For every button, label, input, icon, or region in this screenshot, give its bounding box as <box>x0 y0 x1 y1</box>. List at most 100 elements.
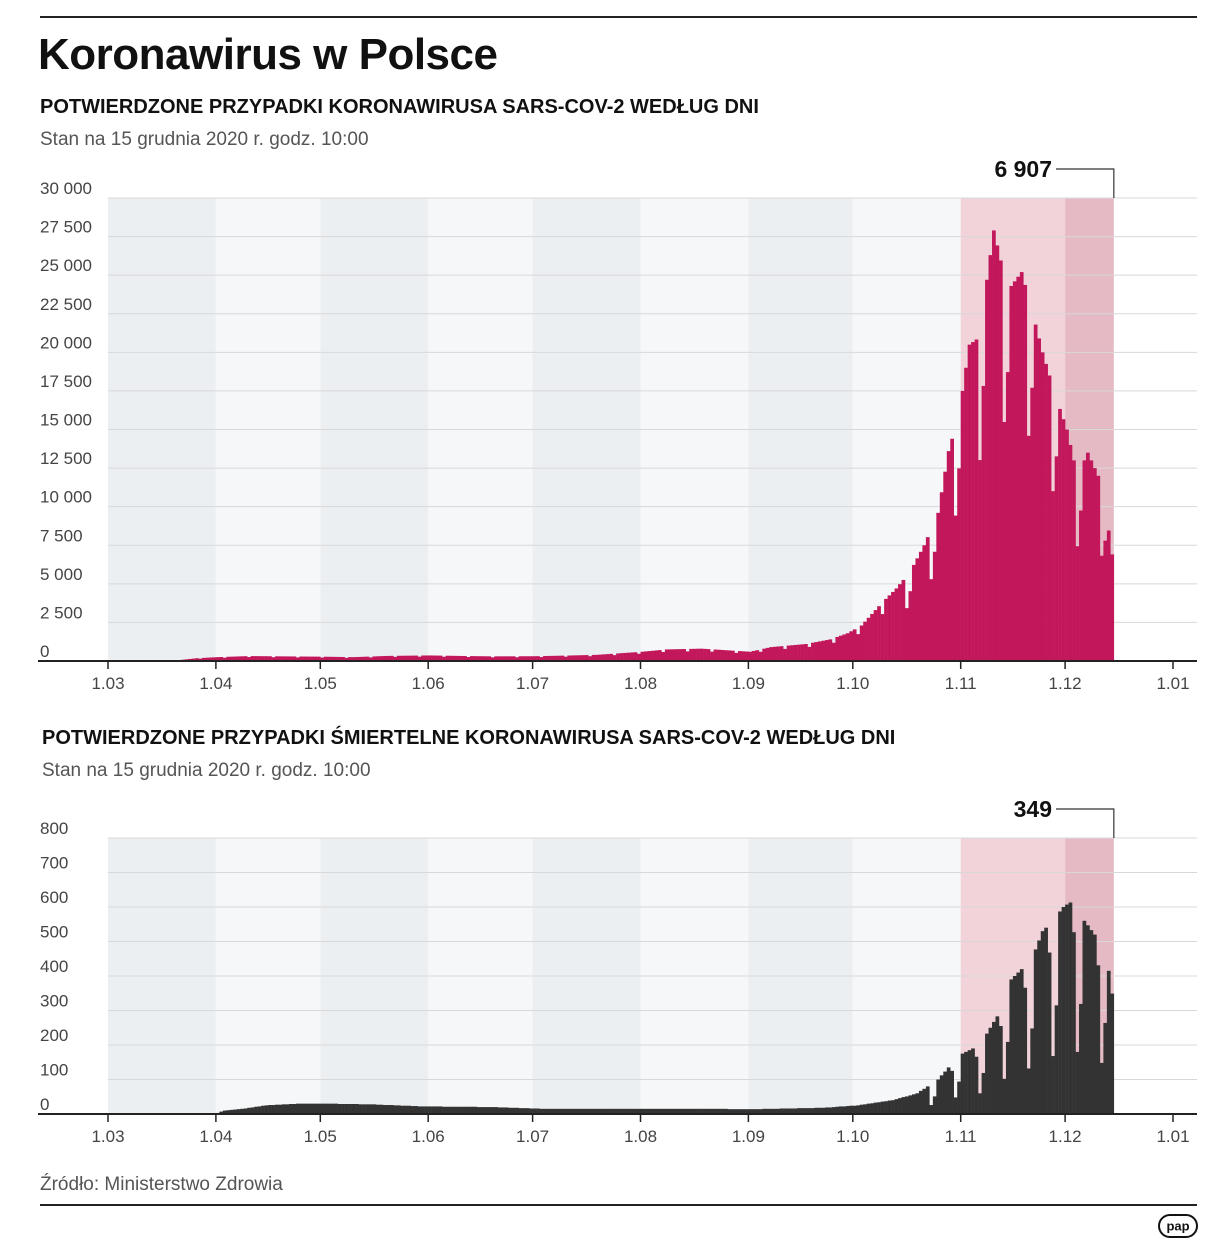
data-bar <box>804 1108 808 1114</box>
data-bar <box>762 648 767 661</box>
data-bar <box>1016 972 1021 1114</box>
data-bar <box>824 640 829 661</box>
data-bar <box>278 656 283 661</box>
data-bar <box>511 1107 516 1114</box>
data-bar <box>250 1107 255 1114</box>
data-bar <box>264 656 269 661</box>
data-bar <box>1012 281 1017 661</box>
x-tick-label: 1.07 <box>516 1127 549 1146</box>
data-bar <box>908 1095 913 1114</box>
data-bar <box>456 1106 460 1114</box>
data-bar <box>208 657 213 661</box>
data-bar <box>783 1108 787 1114</box>
data-bar <box>435 655 439 661</box>
data-bar <box>494 1107 499 1114</box>
deaths-chart-title: POTWIERDZONE PRZYPADKI ŚMIERTELNE KORONA… <box>42 727 896 749</box>
data-bar <box>1110 554 1115 661</box>
data-bar <box>379 1104 384 1114</box>
data-bar <box>856 634 861 661</box>
data-bar <box>724 1108 728 1114</box>
page-title: Koronawirus w Polsce <box>38 30 498 79</box>
data-bar <box>863 1104 867 1114</box>
data-bar <box>661 1108 666 1114</box>
data-bar <box>268 1105 272 1114</box>
data-bar <box>536 656 540 661</box>
data-bar <box>706 649 711 661</box>
x-tick-label: 1.03 <box>91 1127 124 1146</box>
data-bar <box>779 1108 784 1114</box>
data-bar <box>358 656 363 661</box>
data-bar <box>595 654 599 661</box>
x-tick-label: 1.04 <box>199 674 232 693</box>
data-bar <box>1047 375 1052 661</box>
data-bar <box>306 1103 311 1114</box>
data-bar <box>375 656 380 661</box>
x-tick-label: 1.10 <box>836 1127 869 1146</box>
data-bar <box>661 652 666 661</box>
data-bar <box>898 584 902 661</box>
last-value-callout: 349 <box>1014 796 1052 822</box>
data-bar <box>226 656 231 661</box>
data-bar <box>348 1103 352 1114</box>
data-bar <box>717 1108 721 1114</box>
data-bar <box>929 1105 934 1114</box>
data-bar <box>1054 456 1059 661</box>
data-bar <box>595 1108 599 1114</box>
data-bar <box>1005 372 1010 661</box>
data-bar <box>814 1107 819 1114</box>
data-bar <box>713 649 718 661</box>
data-bar <box>901 1097 906 1114</box>
data-bar <box>824 1107 829 1114</box>
data-bar <box>730 1109 735 1114</box>
data-bar <box>838 1106 843 1114</box>
data-bar <box>598 654 603 661</box>
data-bar <box>765 1108 770 1114</box>
data-bar <box>1058 911 1062 1114</box>
data-bar <box>1075 1051 1080 1114</box>
data-bar <box>236 1109 241 1114</box>
data-bar <box>811 1108 815 1114</box>
data-bar <box>828 639 833 661</box>
data-bar <box>285 656 290 661</box>
data-bar <box>643 651 648 661</box>
data-bar <box>275 656 279 661</box>
data-bar <box>929 579 934 661</box>
y-tick-label: 800 <box>40 819 68 838</box>
data-bar <box>320 657 325 661</box>
data-bar <box>967 1050 972 1114</box>
data-bar <box>1110 993 1115 1114</box>
data-bar <box>351 657 356 661</box>
data-bar <box>863 621 867 661</box>
data-bar <box>609 653 613 661</box>
data-bar <box>998 260 1003 661</box>
data-bar <box>748 1109 753 1114</box>
data-bar <box>762 1108 767 1114</box>
data-bar <box>692 648 697 661</box>
y-tick-label: 20 000 <box>40 333 92 352</box>
data-bar <box>950 438 954 661</box>
data-bar <box>351 1103 356 1114</box>
data-bar <box>609 1108 613 1114</box>
callout-leader-line <box>1056 168 1115 198</box>
data-bar <box>821 640 826 661</box>
data-bar <box>341 1103 345 1114</box>
data-bar <box>901 579 906 661</box>
data-bar <box>490 1107 495 1114</box>
data-bar <box>1012 976 1017 1114</box>
data-bar <box>727 650 732 661</box>
data-bar <box>710 651 714 661</box>
x-tick-label: 1.09 <box>732 674 765 693</box>
data-bar <box>873 1102 878 1114</box>
data-bar <box>664 1108 669 1114</box>
data-bar <box>797 644 801 661</box>
data-bar <box>737 651 742 661</box>
y-tick-label: 400 <box>40 957 68 976</box>
data-bar <box>720 1108 725 1114</box>
data-bar <box>696 648 700 661</box>
data-bar <box>577 655 582 661</box>
data-bar <box>936 1079 941 1114</box>
data-bar <box>689 1108 693 1114</box>
data-bar <box>960 1053 965 1114</box>
data-bar <box>776 646 780 661</box>
data-bar <box>302 1103 307 1114</box>
